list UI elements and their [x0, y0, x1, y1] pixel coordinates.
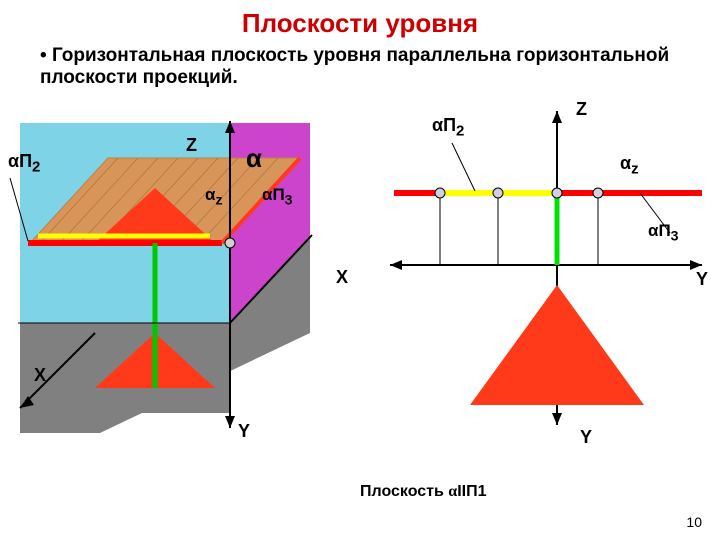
dot-1	[435, 188, 445, 198]
slide-number: 10	[686, 514, 702, 530]
label-az-right: αz	[620, 153, 639, 178]
alpha-z-dot	[225, 238, 235, 248]
diagram-area: αП2 Z α αz αП3 X Y αП2 Z αz	[0, 93, 720, 533]
dot-4	[593, 188, 603, 198]
dot-3	[552, 188, 562, 198]
caption: Плоскость αIIП1	[360, 483, 487, 501]
label-y-left: Y	[238, 421, 250, 442]
label-y-right: Y	[696, 269, 708, 290]
label-ap2-left: αП2	[8, 151, 40, 176]
label-ap3-left: αП3	[262, 185, 293, 208]
label-az-left: αz	[205, 185, 223, 208]
leader-ap2-r	[452, 143, 475, 191]
bullet-text: Горизонтальная плоскость уровня параллел…	[0, 39, 720, 93]
label-alpha-left: α	[246, 143, 262, 174]
arrow-x2-icon	[390, 260, 402, 270]
page-title: Плоскости уровня	[0, 0, 720, 39]
arrow-y2-down-icon	[552, 413, 562, 425]
label-x-left: X	[34, 365, 46, 386]
dot-2	[493, 188, 503, 198]
right-2d-diagram	[380, 93, 710, 443]
label-y-right-2: Y	[580, 427, 592, 448]
label-ap3-right: αП3	[648, 221, 679, 244]
arrow-y-down-icon	[225, 416, 235, 428]
label-z-left: Z	[186, 135, 197, 156]
label-x-right: X	[336, 267, 348, 288]
label-ap2-right: αП2	[432, 115, 464, 140]
arrow-z2-icon	[552, 111, 562, 123]
triangle-2d	[470, 285, 644, 405]
label-z-right: Z	[576, 99, 587, 120]
left-3d-diagram	[0, 93, 330, 443]
